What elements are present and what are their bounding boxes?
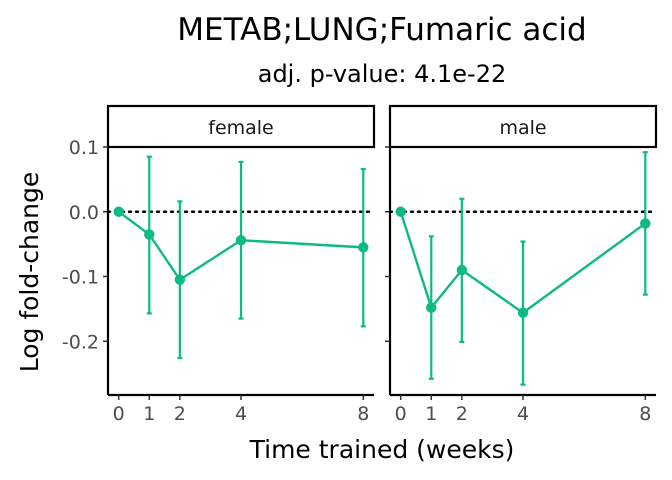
x-tick-label: 0 [395, 403, 407, 425]
data-point [640, 218, 651, 229]
y-axis-tick-labels: 0.1 0.0 -0.1 -0.2 [62, 137, 99, 353]
data-point [395, 206, 406, 217]
x-tick-label: 0 [113, 403, 125, 425]
x-tick-label: 4 [235, 403, 247, 425]
panel-female: female [103, 104, 376, 400]
data-point [235, 235, 247, 246]
data-point [426, 302, 437, 313]
x-axis-title: Time trained (weeks) [249, 435, 515, 464]
x-tick-label: 1 [143, 403, 155, 425]
data-point [517, 307, 529, 318]
y-tick-label: -0.2 [62, 331, 99, 353]
x-tick-label: 8 [639, 403, 651, 425]
x-tick-label: 2 [174, 403, 186, 425]
data-point [358, 242, 369, 253]
x-tick-label: 2 [456, 403, 468, 425]
x-tick-label: 4 [517, 403, 529, 425]
y-tick-label: -0.1 [62, 267, 99, 289]
y-axis-title: Log fold-change [15, 172, 44, 373]
strip-box [388, 104, 658, 149]
data-point [113, 206, 124, 217]
data-point [456, 264, 468, 276]
strip-label-female: female [208, 117, 274, 139]
chart-title: METAB;LUNG;Fumaric acid [177, 12, 586, 48]
x-tick-label: 1 [425, 403, 437, 425]
chart-subtitle: adj. p-value: 4.1e-22 [258, 60, 507, 88]
y-tick-label: 0.1 [69, 137, 99, 159]
y-tick-label: 0.0 [69, 202, 99, 224]
data-point [174, 274, 186, 285]
x-tick-label: 8 [357, 403, 369, 425]
strip-box [106, 104, 376, 149]
data-point [144, 229, 155, 240]
panels: female male [103, 104, 658, 400]
strip-label-male: male [499, 117, 546, 139]
panel-male: male [385, 104, 658, 400]
